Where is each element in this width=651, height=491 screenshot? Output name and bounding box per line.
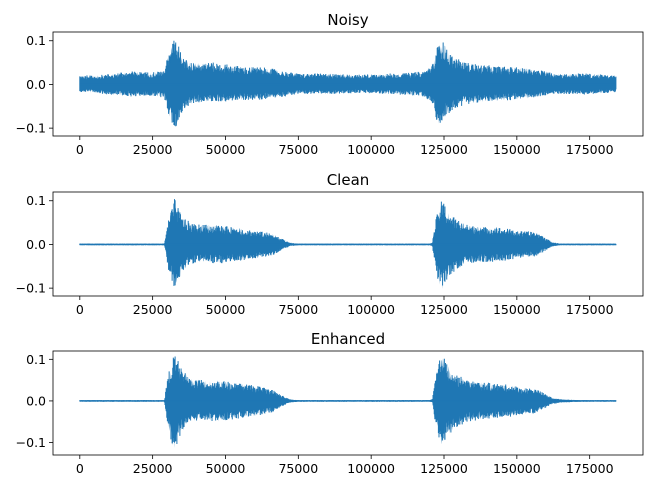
y-tick-label: 0.1 (26, 193, 46, 208)
x-tick-label: 75000 (278, 142, 318, 157)
y-tick-label: 0.0 (26, 77, 46, 92)
y-tick-label: −0.1 (16, 281, 46, 296)
x-tick-label: 125000 (420, 142, 468, 157)
x-tick-label: 0 (76, 142, 84, 157)
x-tick-label: 25000 (133, 302, 173, 317)
axes-frame (52, 31, 644, 137)
x-tick-label: 50000 (206, 302, 246, 317)
subplot-title: Noisy (327, 11, 368, 29)
x-tick-label: 25000 (133, 461, 173, 476)
subplot-title: Clean (327, 171, 370, 189)
subplot-1: Clean 0 25000 50000 75000 100000 125000 150000 1… (16, 171, 644, 317)
x-tick-label: 125000 (420, 302, 468, 317)
subplot-0: Noisy 0 25000 50000 75000 100000 125000 150000 1… (16, 11, 644, 157)
y-tick-label: 0.1 (26, 33, 46, 48)
waveform (79, 40, 617, 127)
y-tick-label: 0.0 (26, 237, 46, 252)
x-tick-label: 125000 (420, 461, 468, 476)
x-tick-label: 0 (76, 302, 84, 317)
waveform (79, 199, 617, 289)
x-tick-label: 50000 (206, 142, 246, 157)
x-tick-label: 75000 (278, 302, 318, 317)
waveform-samples (79, 199, 617, 286)
y-tick-label: 0.1 (26, 352, 46, 367)
axes-frame (52, 350, 644, 456)
waveform-samples (79, 40, 617, 127)
x-tick-label: 75000 (278, 461, 318, 476)
x-tick-label: 150000 (493, 142, 541, 157)
subplot-2: Enhanced 0 25000 50000 75000 100000 125000 1500… (16, 330, 644, 476)
x-tick-label: 100000 (347, 302, 395, 317)
y-tick-label: −0.1 (16, 435, 46, 450)
y-tick-label: 0.0 (26, 393, 46, 408)
axes-frame (52, 191, 644, 297)
y-tick-label: −0.1 (16, 121, 46, 136)
x-tick-label: 100000 (347, 142, 395, 157)
x-tick-label: 25000 (133, 142, 173, 157)
x-tick-label: 150000 (493, 302, 541, 317)
x-tick-label: 50000 (206, 461, 246, 476)
x-tick-label: 100000 (347, 461, 395, 476)
x-tick-label: 0 (76, 461, 84, 476)
waveform (79, 356, 617, 448)
x-tick-label: 175000 (566, 302, 614, 317)
x-tick-label: 150000 (493, 461, 541, 476)
x-tick-label: 175000 (566, 461, 614, 476)
x-tick-label: 175000 (566, 142, 614, 157)
subplot-title: Enhanced (311, 330, 385, 348)
